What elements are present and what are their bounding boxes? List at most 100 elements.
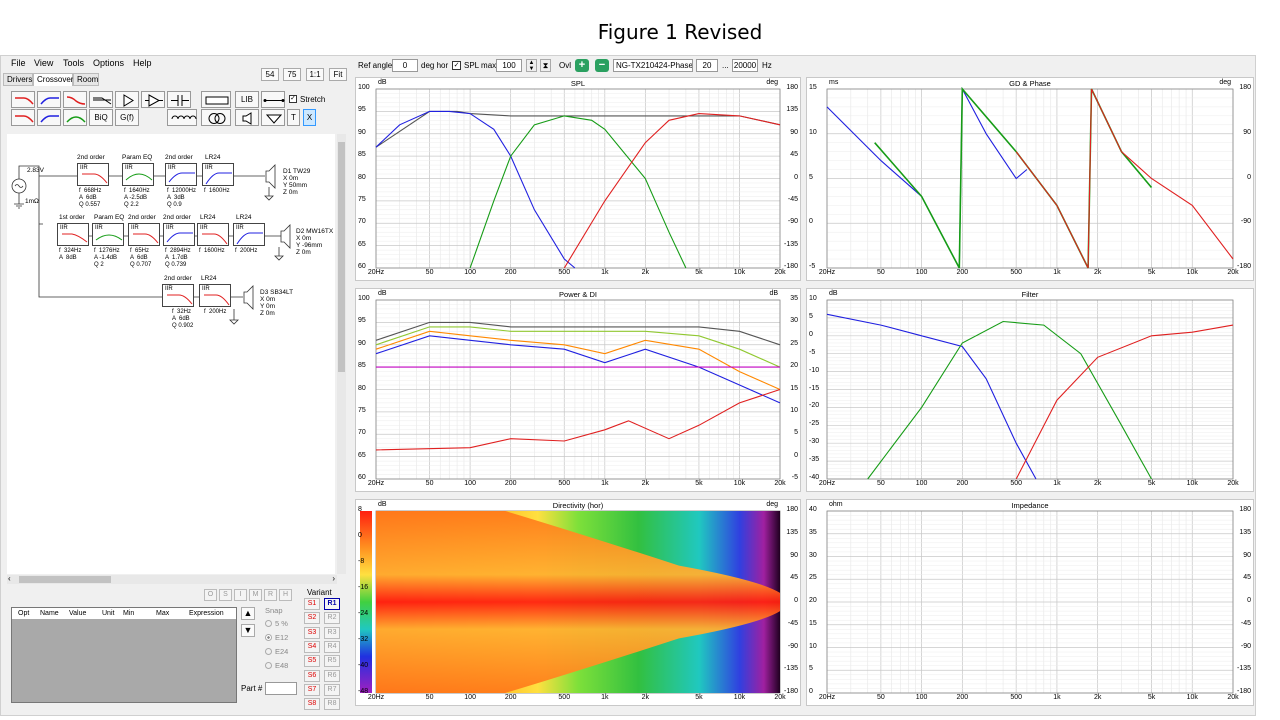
snap-option-e24[interactable]: E24: [265, 647, 288, 656]
directivity-chart[interactable]: Directivity (hor) dB deg 8 0 -8 -16 -24 -32 -40 -4…: [355, 499, 801, 706]
opt-o-button[interactable]: O: [204, 589, 217, 601]
lowshelf-button[interactable]: [63, 91, 87, 108]
variant-s2-button[interactable]: S2: [304, 612, 320, 625]
opt-m-button[interactable]: M: [249, 589, 262, 601]
schematic-horizontal-scrollbar[interactable]: ‹ ›: [7, 574, 337, 584]
spl-max-checkbox[interactable]: ✓: [452, 61, 461, 70]
variant-r7-button[interactable]: R7: [324, 683, 340, 696]
schematic-canvas[interactable]: 2.83V 1mΩ 2nd order IIR f 668Hz A 6dB Q …: [7, 134, 335, 574]
t-button[interactable]: T: [287, 109, 300, 126]
schematic-vertical-scrollbar[interactable]: [337, 134, 346, 574]
variant-r1-button[interactable]: R1: [324, 598, 340, 610]
variant-s4-button[interactable]: S4: [304, 640, 320, 653]
add-overlay-icon[interactable]: +: [575, 59, 589, 72]
freq-to-input[interactable]: 20000: [732, 59, 758, 72]
speaker-button[interactable]: [235, 109, 259, 126]
lowpass-red-button[interactable]: [11, 91, 35, 108]
variant-r3-button[interactable]: R3: [324, 626, 340, 639]
x-tick-label: 10k: [1186, 694, 1198, 701]
filter-block-param-eq[interactable]: IIR: [122, 163, 154, 186]
spl-max-input[interactable]: 100: [496, 59, 522, 72]
variant-r6-button[interactable]: R6: [324, 669, 340, 682]
part-number-input[interactable]: [265, 682, 297, 695]
zoom-1to1-button[interactable]: 1:1: [306, 68, 324, 81]
tab-drivers[interactable]: Drivers: [3, 73, 33, 86]
spl-max-spinner[interactable]: ▲ ▼: [526, 59, 537, 72]
filter-block-2nd-order[interactable]: IIR: [77, 163, 109, 186]
tab-room[interactable]: Room: [73, 73, 99, 86]
menu-options[interactable]: Options: [93, 58, 125, 68]
menu-view[interactable]: View: [34, 58, 54, 68]
buffer-button[interactable]: [115, 91, 139, 108]
power-di-chart[interactable]: Power & DI dB dB 100 95 90 85 80 75 70 65 60 35 30 25 2…: [355, 288, 801, 492]
zoom-75-button[interactable]: 75: [283, 68, 301, 81]
gf-button[interactable]: G(f): [115, 109, 139, 126]
variant-s3-button[interactable]: S3: [304, 626, 320, 639]
snap-option-5pct[interactable]: 5 %: [265, 619, 288, 628]
freq-from-input[interactable]: 20: [696, 59, 718, 72]
menu-file[interactable]: File: [11, 58, 26, 68]
variant-s1-button[interactable]: S1: [304, 598, 320, 610]
spl-chart[interactable]: SPL dB deg 100 95 90 85 80 75 70 65 60 180 135 90 45 0 -4…: [355, 77, 801, 281]
lowpass-red-2-button[interactable]: [11, 109, 35, 126]
variant-s7-button[interactable]: S7: [304, 683, 320, 696]
x-tick-label: 10k: [733, 269, 746, 276]
move-down-button[interactable]: ▼: [241, 624, 255, 637]
resistor-button[interactable]: [201, 91, 231, 108]
variant-s6-button[interactable]: S6: [304, 669, 320, 682]
variant-r5-button[interactable]: R5: [324, 655, 340, 668]
lib-button[interactable]: LIB: [235, 91, 259, 108]
filter-block-lr24[interactable]: IIR: [199, 284, 231, 307]
variant-s8-button[interactable]: S8: [304, 698, 320, 711]
filter-block-2nd-order[interactable]: IIR: [162, 284, 194, 307]
stretch-checkbox[interactable]: ✓: [289, 95, 297, 103]
filter-chart[interactable]: Filter dB 10 5 0 -5 -10 -15 -20 -25 -30 -35 -40 20Hz 5…: [806, 288, 1254, 492]
filter-block-param-eq[interactable]: IIR: [92, 223, 124, 246]
overlay-file-input[interactable]: NG-TX210424-Phase.lr: [613, 59, 693, 72]
biq-button[interactable]: BiQ: [89, 109, 113, 126]
move-up-button[interactable]: ▲: [241, 607, 255, 620]
zoom-fit-button[interactable]: Fit: [329, 68, 347, 81]
opt-h-button[interactable]: H: [279, 589, 292, 601]
snap-option-e48[interactable]: E48: [265, 661, 288, 670]
opt-r-button[interactable]: R: [264, 589, 277, 601]
ground-button[interactable]: [261, 109, 285, 126]
filter-block-lr24[interactable]: IIR: [233, 223, 265, 246]
variant-r8-button[interactable]: R8: [324, 698, 340, 711]
opt-i-button[interactable]: I: [234, 589, 247, 601]
menu-help[interactable]: Help: [133, 58, 152, 68]
filter-block-2nd-order[interactable]: IIR: [163, 223, 195, 246]
y-tick-label: 100: [358, 84, 370, 91]
notch-button[interactable]: [89, 91, 113, 108]
filter-block-lr24[interactable]: IIR: [202, 163, 234, 186]
variant-r2-button[interactable]: R2: [324, 612, 340, 625]
ref-angle-input[interactable]: 0: [392, 59, 418, 72]
filter-block-1st-order[interactable]: IIR: [57, 223, 89, 246]
zoom-54-button[interactable]: 54: [261, 68, 279, 81]
opt-s-button[interactable]: S: [219, 589, 232, 601]
gd-phase-chart[interactable]: GD & Phase ms deg 15 10 5 0 -5 180 90 0 -90 -180 20Hz…: [806, 77, 1254, 281]
snap-option-e12[interactable]: E12: [265, 633, 288, 642]
spl-range-button[interactable]: ⧗: [540, 59, 551, 72]
remove-overlay-icon[interactable]: −: [595, 59, 609, 72]
opamp-button[interactable]: [141, 91, 165, 108]
variant-r4-button[interactable]: R4: [324, 640, 340, 653]
inductor-button[interactable]: [167, 109, 197, 126]
highpass-blue-button[interactable]: [37, 91, 61, 108]
filter-block-2nd-order[interactable]: IIR: [165, 163, 197, 186]
y2-tick-label: 135: [786, 106, 798, 114]
capacitor-button[interactable]: [167, 91, 191, 108]
bandpass-button[interactable]: [63, 109, 87, 126]
filter-block-2nd-order[interactable]: IIR: [128, 223, 160, 246]
highpass-blue-2-button[interactable]: [37, 109, 61, 126]
wire-button[interactable]: [261, 91, 285, 108]
tab-crossover[interactable]: Crossover: [33, 73, 73, 86]
menu-tools[interactable]: Tools: [63, 58, 85, 68]
impedance-chart[interactable]: Impedance ohm 40 35 30 25 20 15 10 5 0 180 135 90 45 0-…: [806, 499, 1254, 706]
x-button[interactable]: X: [303, 109, 316, 126]
variant-s5-button[interactable]: S5: [304, 655, 320, 668]
optimizer-table[interactable]: Opt Name Value Unit Min Max Expression: [11, 607, 237, 703]
transformer-button[interactable]: [201, 109, 231, 126]
opamp-icon: [145, 94, 163, 107]
filter-block-lr24[interactable]: IIR: [197, 223, 229, 246]
